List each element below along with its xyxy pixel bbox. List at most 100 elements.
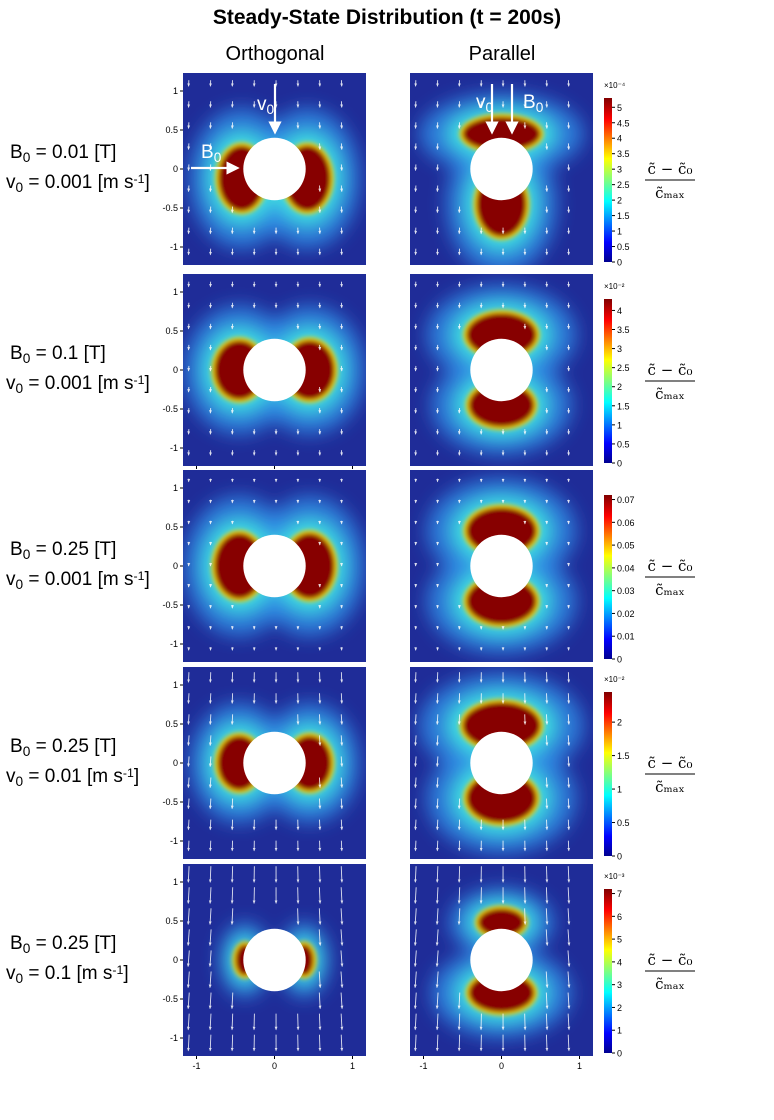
text-part: -1 bbox=[133, 172, 144, 186]
y-tick-label: 1 bbox=[173, 877, 178, 887]
lobe bbox=[478, 908, 525, 937]
flow-arrow bbox=[186, 929, 190, 947]
colorbar-tick-label: 2 bbox=[617, 718, 622, 728]
flow-arrow bbox=[414, 819, 418, 831]
text-part: ] bbox=[123, 963, 128, 984]
text-part: -1 bbox=[123, 766, 134, 780]
colorbar-tick-label: 0.05 bbox=[617, 541, 635, 551]
flow-arrow bbox=[187, 819, 191, 831]
flow-arrow bbox=[457, 908, 461, 926]
x-tick-label: 0 bbox=[272, 1061, 277, 1071]
y-tick-label: 1 bbox=[173, 287, 178, 297]
flow-arrow bbox=[435, 929, 439, 947]
text-part: v bbox=[476, 92, 486, 113]
colorbar-tick-label: 0.5 bbox=[617, 242, 630, 252]
text-part: v bbox=[257, 94, 267, 115]
colorbar bbox=[604, 889, 612, 1053]
flow-arrow bbox=[318, 777, 322, 789]
colorbar-tick-label: 0 bbox=[617, 1049, 622, 1059]
y-tick-label: -1 bbox=[170, 443, 178, 453]
flow-arrow bbox=[208, 1034, 212, 1052]
colorbar-tick-label: 0 bbox=[617, 655, 622, 665]
row-label: v0 = 0.001 [m s-1] bbox=[6, 373, 150, 397]
flow-arrow bbox=[230, 908, 234, 926]
y-tick-label: 1 bbox=[173, 680, 178, 690]
flow-arrow bbox=[435, 1013, 439, 1031]
flow-arrow bbox=[187, 693, 191, 704]
row-label: B0 = 0.25 [T] bbox=[10, 736, 116, 759]
panel-body bbox=[183, 470, 366, 662]
flow-arrow bbox=[567, 735, 571, 747]
flow-arrow bbox=[567, 819, 571, 831]
colorbar-label-denominator: c̃ₘₐₓ bbox=[655, 975, 685, 993]
text-part: -1 bbox=[133, 569, 144, 583]
text-part: B bbox=[10, 736, 23, 757]
heatmap-panel bbox=[183, 470, 366, 662]
text-part: 0 bbox=[16, 774, 24, 789]
text-part: 0 bbox=[23, 941, 31, 956]
flow-arrow bbox=[187, 714, 190, 726]
flow-arrow bbox=[208, 735, 212, 747]
heatmap-panel bbox=[410, 73, 593, 265]
text-part: = 0.1 [T] bbox=[30, 343, 106, 364]
x-tick-label: -1 bbox=[192, 1061, 200, 1071]
text-part: B bbox=[10, 343, 23, 364]
flow-arrow bbox=[567, 798, 571, 810]
colorbar-tick-label: 1.5 bbox=[617, 211, 630, 221]
row-label: v0 = 0.001 [m s-1] bbox=[6, 172, 150, 196]
flow-arrow bbox=[413, 950, 417, 968]
row-label: v0 = 0.1 [m s-1] bbox=[6, 963, 129, 987]
row-label: v0 = 0.01 [m s-1] bbox=[6, 766, 139, 790]
colorbar-tick-label: 1 bbox=[617, 227, 622, 237]
heatmap-panel bbox=[410, 667, 593, 859]
y-tick-label: 1 bbox=[173, 483, 178, 493]
flow-arrow bbox=[230, 798, 234, 810]
colorbar-tick-label: 5 bbox=[617, 935, 622, 945]
flow-arrow bbox=[318, 992, 322, 1010]
flow-arrow bbox=[413, 908, 417, 926]
panel-body bbox=[410, 667, 593, 859]
flow-arrow bbox=[413, 971, 417, 989]
flow-arrow bbox=[457, 1034, 461, 1052]
flow-arrow bbox=[545, 1034, 549, 1052]
flow-arrow bbox=[340, 929, 344, 947]
y-tick-label: 0 bbox=[173, 561, 178, 571]
text-part: ] bbox=[144, 172, 149, 193]
text-part: ] bbox=[144, 373, 149, 394]
text-part: 0 bbox=[23, 547, 31, 562]
flow-arrow bbox=[318, 1034, 322, 1052]
panel-body bbox=[183, 73, 366, 265]
colorbar-tick-label: 3 bbox=[617, 165, 622, 175]
flow-arrow bbox=[545, 866, 549, 883]
heatmap-panel bbox=[410, 470, 593, 662]
colorbar-tick-label: 3 bbox=[617, 980, 622, 990]
colorbar-label-numerator: c̃ − c̃₀ bbox=[648, 557, 693, 575]
flow-arrow bbox=[340, 950, 344, 968]
column-header: Parallel bbox=[469, 43, 536, 65]
y-tick-label: 0.5 bbox=[165, 326, 178, 336]
flow-arrow bbox=[457, 714, 461, 726]
colorbar-tick-label: 4.5 bbox=[617, 118, 630, 128]
flow-arrow bbox=[414, 777, 417, 789]
y-tick-label: 0.5 bbox=[165, 522, 178, 532]
y-tick-label: 0 bbox=[173, 164, 178, 174]
flow-arrow bbox=[545, 908, 549, 926]
y-tick-label: 0.5 bbox=[165, 916, 178, 926]
flow-arrow bbox=[208, 756, 212, 768]
flow-arrow bbox=[208, 971, 212, 989]
flow-arrow bbox=[567, 992, 571, 1010]
flow-arrow bbox=[340, 714, 344, 726]
flow-arrow bbox=[435, 777, 439, 789]
flow-arrow bbox=[230, 887, 234, 904]
flow-arrow bbox=[435, 1034, 439, 1052]
flow-arrow bbox=[318, 908, 322, 926]
text-part: ] bbox=[134, 766, 139, 787]
flow-arrow bbox=[230, 866, 234, 883]
text-part: 0 bbox=[16, 381, 24, 396]
flow-arrow bbox=[186, 950, 190, 968]
flow-arrow bbox=[413, 1013, 417, 1031]
y-tick-label: -0.5 bbox=[162, 203, 178, 213]
x-tick-label: 1 bbox=[350, 1061, 355, 1071]
colorbar-tick-label: 0.02 bbox=[617, 609, 635, 619]
text-part: ] bbox=[144, 569, 149, 590]
